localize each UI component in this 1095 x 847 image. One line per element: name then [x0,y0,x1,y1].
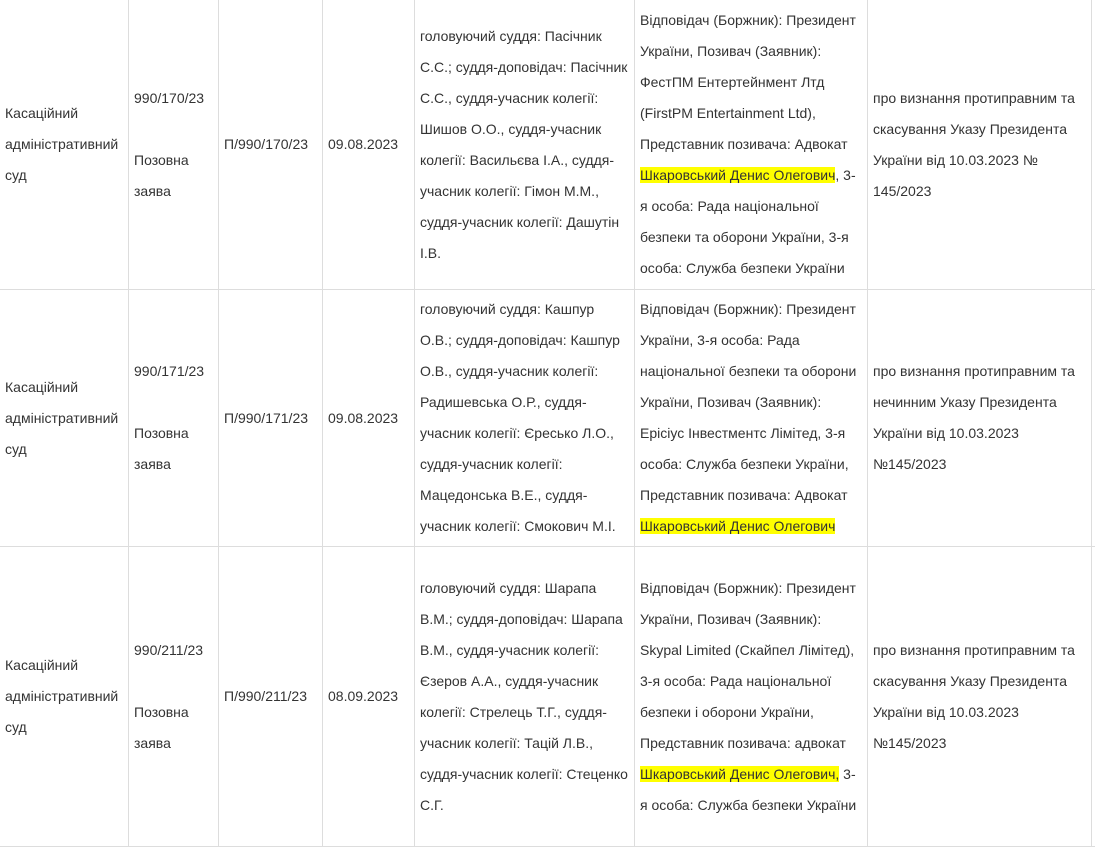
table-row: Касаційний адміністративний суд 990/170/… [0,0,1095,290]
parties-cell: Відповідач (Боржник): Президент України,… [635,0,868,290]
claim-subject: про визнання протиправним та скасування … [868,547,1092,847]
court-name: Касаційний адміністративний суд [5,657,118,735]
case-cell: 990/211/23 Позовна заява [129,547,219,847]
parties-cell: Відповідач (Боржник): Президент України,… [635,547,868,847]
court-name: Касаційний адміністративний суд [5,105,118,183]
court-cell: Касаційний адміністративний суд [0,290,129,547]
parties-text: Відповідач (Боржник): Президент України,… [640,301,856,503]
highlighted-representative: Шкаровський Денис Олегович, [640,766,839,782]
document-type: Позовна заява [134,145,213,207]
judges-cell: головуючий суддя: Пасічник С.С.; суддя-д… [415,0,635,290]
parties-cell: Відповідач (Боржник): Президент України,… [635,290,868,547]
document-type: Позовна заява [134,418,213,480]
judges-cell: головуючий суддя: Кашпур О.В.; суддя-доп… [415,290,635,547]
parties-text: Відповідач (Боржник): Президент України,… [640,580,856,751]
case-number: 990/211/23 [134,635,213,666]
registration-date: 08.09.2023 [323,547,415,847]
extra-cell [1092,547,1095,847]
case-number: 990/170/23 [134,83,213,114]
case-cell: 990/171/23 Позовна заява [129,290,219,547]
court-cell: Касаційний адміністративний суд [0,0,129,290]
case-cell: 990/170/23 Позовна заява [129,0,219,290]
court-name: Касаційний адміністративний суд [5,379,118,457]
registration-date: 09.08.2023 [323,290,415,547]
court-cell: Касаційний адміністративний суд [0,547,129,847]
proceeding-number: П/990/211/23 [219,547,323,847]
highlighted-representative: Шкаровський Денис Олегович [640,167,835,183]
parties-text: Відповідач (Боржник): Президент України,… [640,12,856,152]
case-number: 990/171/23 [134,356,213,387]
claim-subject: про визнання протиправним та скасування … [868,0,1092,290]
proceeding-number: П/990/170/23 [219,0,323,290]
table-row: Касаційний адміністративний суд 990/211/… [0,547,1095,847]
claim-subject: про визнання протиправним та нечинним Ук… [868,290,1092,547]
judges-cell: головуючий суддя: Шарапа В.М.; суддя-доп… [415,547,635,847]
table-row: Касаційний адміністративний суд 990/171/… [0,290,1095,547]
extra-cell [1092,290,1095,547]
document-type: Позовна заява [134,697,213,759]
proceeding-number: П/990/171/23 [219,290,323,547]
parties-text-after: , 3-я особа: Рада національної безпеки т… [640,167,856,276]
extra-cell [1092,0,1095,290]
highlighted-representative: Шкаровський Денис Олегович [640,518,835,534]
registration-date: 09.08.2023 [323,0,415,290]
